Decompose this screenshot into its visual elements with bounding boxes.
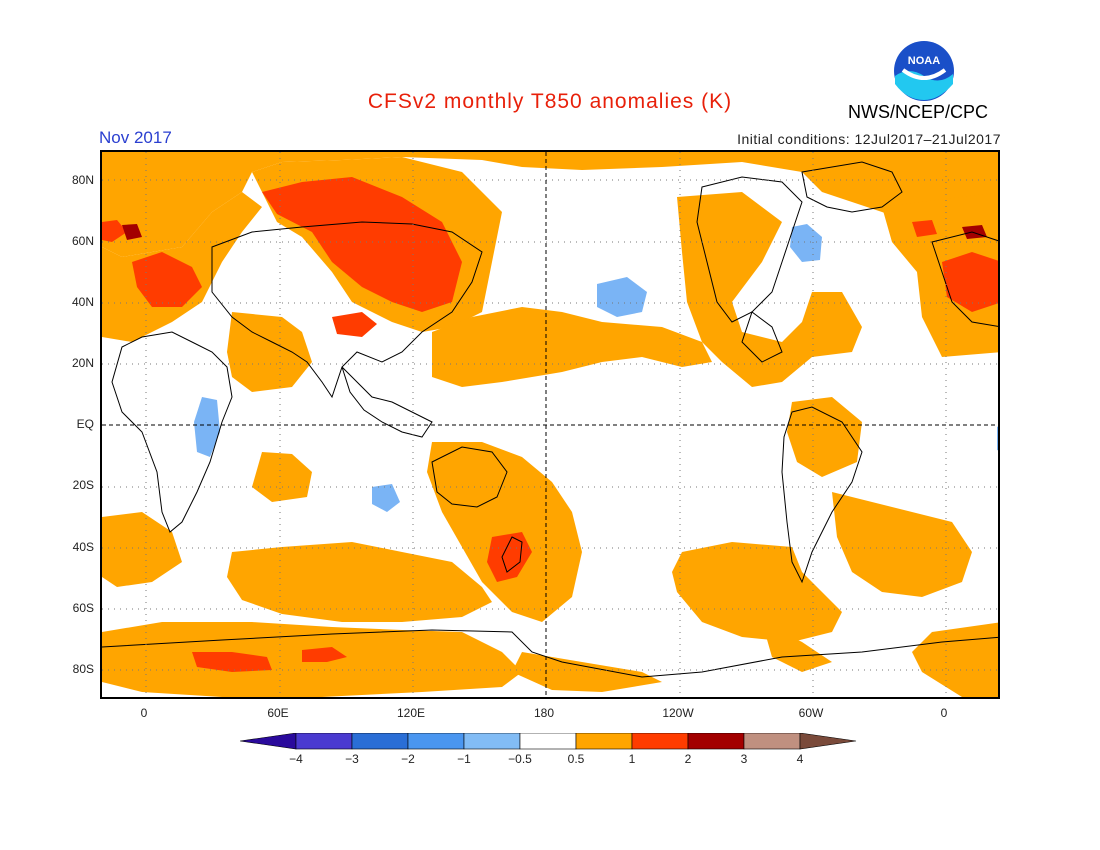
scale-swatch (407, 732, 465, 750)
scale-label: 1 (628, 752, 636, 766)
scale-swatch (295, 732, 353, 750)
scale-arrow-low (239, 732, 297, 750)
scale-label: 4 (796, 752, 804, 766)
coastlines (102, 161, 998, 678)
scale-label: −0.5 (508, 752, 532, 766)
scale-label: −1 (457, 752, 471, 766)
equator-and-dateline (102, 152, 998, 697)
longitude-label: 60E (267, 706, 289, 720)
scale-swatch (687, 732, 745, 750)
scale-label: 3 (740, 752, 748, 766)
anomaly-map (100, 150, 1000, 699)
longitude-label: 120W (662, 706, 694, 720)
map-canvas (102, 152, 998, 697)
warm-anomaly-areas (102, 177, 998, 672)
graticule (102, 152, 998, 697)
scale-swatch (519, 732, 577, 750)
map-title: CFSv2 monthly T850 anomalies (K) (367, 90, 733, 113)
longitude-label: 0 (940, 706, 948, 720)
scale-label: 0.5 (567, 752, 585, 766)
hot-anomaly-areas (122, 224, 987, 240)
color-scale-bar (239, 732, 860, 773)
latitude-label: 20S (72, 478, 94, 492)
longitude-label: 0 (140, 706, 148, 720)
latitude-label: 60S (72, 601, 94, 615)
organization-label: NWS/NCEP/CPC (848, 102, 989, 122)
scale-label: −3 (345, 752, 359, 766)
scale-swatch (351, 732, 409, 750)
latitude-label: 60N (71, 234, 94, 248)
scale-swatch (575, 732, 633, 750)
noaa-logo-text: NOAA (908, 55, 940, 67)
latitude-label: 40S (72, 540, 94, 554)
scale-swatch (631, 732, 689, 750)
cool-anomaly-areas (194, 224, 998, 512)
latitude-label: 40N (71, 295, 94, 309)
scale-arrow-high (799, 732, 857, 750)
scale-label: −4 (289, 752, 303, 766)
latitude-label: 20N (71, 356, 94, 370)
longitude-label: 180 (533, 706, 555, 720)
forecast-month: Nov 2017 (99, 128, 172, 147)
scale-label: −2 (401, 752, 415, 766)
latitude-label: 80S (72, 662, 94, 676)
latitude-label: EQ (76, 417, 94, 431)
color-scale-svg (239, 732, 857, 750)
noaa-logo: NOAA (893, 40, 955, 102)
scale-swatch (463, 732, 521, 750)
longitude-label: 60W (798, 706, 824, 720)
initial-conditions: Initial conditions: 12Jul2017–21Jul2017 (737, 131, 1001, 147)
latitude-label: 80N (71, 173, 94, 187)
scale-label: 2 (684, 752, 692, 766)
longitude-label: 120E (396, 706, 426, 720)
scale-swatch (743, 732, 801, 750)
